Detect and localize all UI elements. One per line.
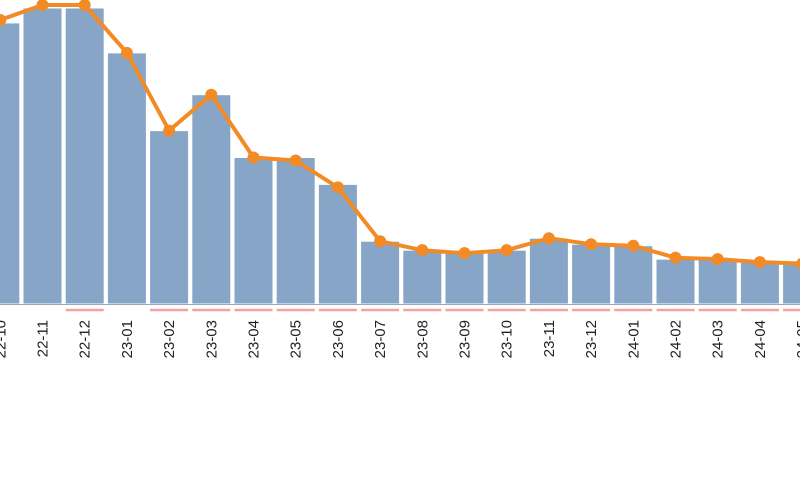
x-tick-label: 23-05 [288, 320, 305, 358]
line-point-23-02 [163, 124, 176, 137]
line-point-23-08 [416, 244, 429, 257]
line-point-23-07 [374, 235, 387, 248]
line-point-23-06 [331, 181, 344, 194]
x-tick-label: 24-02 [668, 320, 685, 358]
bar-22-10 [0, 22, 21, 305]
line-point-24-04 [753, 256, 766, 269]
line-point-23-01 [120, 46, 133, 59]
bar-22-11 [22, 7, 63, 305]
bar-24-02 [655, 258, 696, 305]
x-tick-label: 24-01 [625, 320, 642, 358]
x-tick-label: 23-02 [161, 320, 178, 358]
x-tick-label: 23-09 [457, 320, 474, 358]
x-tick-label: 23-04 [246, 320, 263, 358]
bar-23-09 [444, 252, 485, 305]
x-tick-label: 22-12 [77, 320, 94, 358]
line-point-22-12 [78, 0, 91, 11]
x-tick-labels: 22-10 22-11 22-12 23-01 23-02 23-03 23-04 23-05… [0, 320, 800, 358]
line-point-22-11 [36, 0, 49, 11]
x-tick-label: 24-05 [794, 320, 800, 358]
x-tick-label: 24-04 [752, 320, 769, 358]
bar-23-04 [233, 156, 274, 305]
x-tick-label: 22-11 [35, 320, 52, 357]
bar-23-05 [275, 156, 316, 305]
x-tick-label: 23-10 [499, 320, 516, 358]
line-point-23-03 [205, 88, 218, 101]
bar-23-10 [486, 249, 527, 305]
bar-22-12 [64, 7, 105, 305]
bar-24-01 [613, 245, 654, 305]
line-point-24-02 [669, 251, 682, 264]
bar-23-03 [191, 94, 232, 305]
x-tick-label: 24-03 [710, 320, 727, 358]
bars-layer [0, 7, 800, 305]
line-point-23-09 [458, 247, 471, 260]
bar-24-04 [739, 261, 780, 305]
line-point-24-03 [711, 253, 724, 266]
x-tick-label: 22-10 [0, 320, 9, 358]
bar-23-01 [106, 52, 147, 305]
line-point-22-10 [0, 13, 7, 26]
bar-23-08 [402, 249, 443, 305]
line-layer [0, 0, 800, 270]
bar-23-11 [528, 237, 569, 305]
series-line [0, 3, 800, 266]
x-tick-label: 23-01 [119, 320, 136, 358]
bar-24-03 [697, 258, 738, 305]
line-point-23-10 [500, 244, 513, 257]
line-point-23-05 [289, 154, 302, 167]
x-tick-label: 23-08 [414, 320, 431, 358]
x-tick-label: 23-11 [541, 320, 558, 357]
line-point-24-05 [796, 258, 800, 270]
x-tick-label: 23-03 [203, 320, 220, 358]
bar-24-05 [782, 263, 800, 305]
x-tick-label: 23-06 [330, 320, 347, 358]
x-tick-label: 23-07 [372, 320, 389, 358]
bar-23-07 [360, 240, 401, 305]
line-point-23-12 [585, 238, 598, 251]
line-point-24-01 [627, 239, 640, 252]
line-point-23-11 [542, 232, 555, 245]
x-tick-label: 23-12 [583, 320, 600, 358]
bar-23-12 [571, 243, 612, 305]
bar-23-02 [149, 130, 190, 305]
line-point-23-04 [247, 151, 260, 164]
